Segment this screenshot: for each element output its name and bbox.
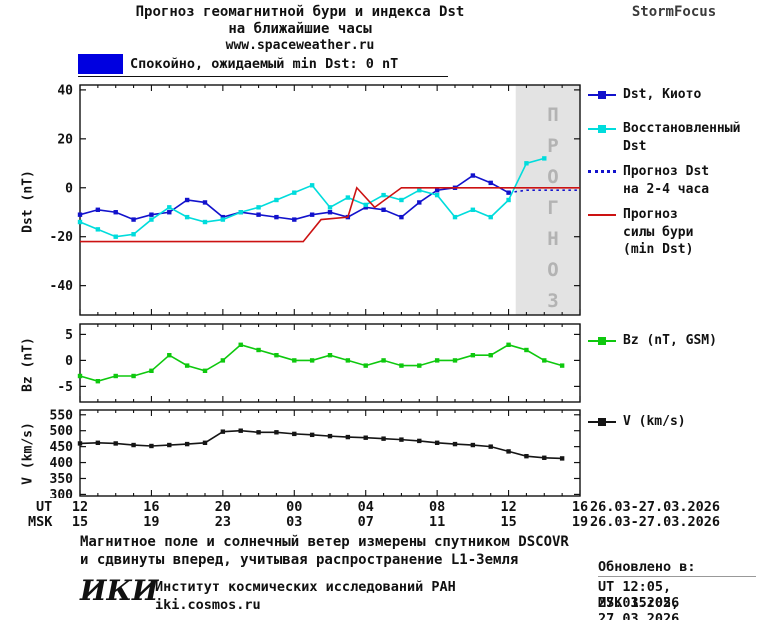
svg-text:300: 300: [50, 488, 74, 498]
legend-v: V (km/s): [588, 413, 760, 431]
legend-restored-dst-label: Восстановленный Dst: [623, 121, 741, 154]
legend-forecast-dst-label: Прогноз Dst на 2-4 часа: [623, 164, 710, 197]
svg-text:0: 0: [65, 181, 73, 196]
svg-text:00: 00: [286, 499, 302, 515]
storm-status-banner: Спокойно, ожидаемый min Dst: 0 nT: [78, 52, 448, 77]
storm-status-label: Спокойно, ожидаемый min Dst: 0 nT: [130, 56, 399, 72]
svg-text:26.03-27.03.2026: 26.03-27.03.2026: [590, 514, 720, 530]
legend-forecast-storm-label: Прогноз силы бури (min Dst): [623, 207, 694, 258]
svg-text:07: 07: [358, 514, 374, 530]
bz-panel-chart: 5 0 -5: [57, 323, 581, 403]
time-axis-labels: UTMSK1215161920230003040708111215161926.…: [28, 499, 720, 530]
svg-text:400: 400: [50, 456, 74, 471]
svg-text:0: 0: [65, 354, 73, 369]
page-title-line1: Прогноз геомагнитной бури и индекса Dst: [135, 4, 465, 20]
data-source-note-line1: Магнитное поле и солнечный ветер измерен…: [80, 534, 569, 550]
svg-text:550: 550: [50, 408, 74, 423]
v-axis-label: V (km/s): [20, 422, 36, 485]
svg-text:23: 23: [215, 514, 231, 530]
svg-text:16: 16: [572, 499, 588, 515]
brand-label: StormFocus: [631, 4, 717, 20]
legend-bz-label: Bz (nT, GSM): [623, 333, 717, 348]
bz-swatch-icon: [588, 335, 616, 347]
svg-text:MSK: MSK: [28, 514, 53, 530]
svg-text:19: 19: [143, 514, 159, 530]
svg-text:11: 11: [429, 514, 445, 530]
dst-axis-label: Dst (nT): [20, 170, 36, 233]
legend-forecast-dst: Прогноз Dst на 2-4 часа: [588, 163, 760, 198]
svg-text:16: 16: [143, 499, 159, 515]
legend-dst-kyoto: Dst, Киото: [588, 86, 760, 104]
svg-text:15: 15: [72, 514, 88, 530]
source-url: www.spaceweather.ru: [225, 38, 375, 53]
quiet-level-swatch: [78, 54, 123, 74]
svg-text:26.03-27.03.2026: 26.03-27.03.2026: [590, 499, 720, 515]
updated-divider: [598, 576, 756, 577]
svg-text:-40: -40: [50, 279, 74, 294]
svg-text:12: 12: [72, 499, 88, 515]
svg-text:20: 20: [57, 132, 73, 147]
svg-text:20: 20: [215, 499, 231, 515]
institute-name: Институт космических исследований РАН: [155, 579, 456, 595]
svg-text:UT: UT: [36, 499, 52, 515]
legend-dst-kyoto-label: Dst, Киото: [623, 87, 702, 102]
updated-msk: MSK 15:05, 27.03.2026: [598, 595, 680, 620]
svg-text:450: 450: [50, 440, 74, 455]
svg-text:03: 03: [286, 514, 302, 530]
svg-text:-5: -5: [57, 380, 73, 395]
page-title-line2: на ближайшие часы: [228, 21, 372, 37]
iki-logo: ИКИ: [80, 574, 159, 607]
svg-text:-20: -20: [50, 230, 74, 245]
legend-bz: Bz (nT, GSM): [588, 332, 760, 350]
data-source-note-line2: и сдвинуты вперед, учитывая распростране…: [80, 552, 519, 568]
restored-dst-swatch-icon: [588, 123, 616, 135]
svg-text:5: 5: [65, 328, 73, 343]
updated-heading: Обновлено в:: [598, 559, 696, 575]
svg-text:40: 40: [57, 83, 73, 98]
v-swatch-icon: [588, 416, 616, 428]
forecast-region-watermark: ПРОГНОЗ: [542, 104, 564, 321]
svg-text:19: 19: [572, 514, 588, 530]
svg-text:04: 04: [358, 499, 374, 515]
forecast-storm-swatch-icon: [588, 209, 616, 221]
legend-v-label: V (km/s): [623, 414, 686, 429]
dst-panel-chart: 40 20 0 -20 -40: [50, 83, 581, 316]
legend-restored-dst: Восстановленный Dst: [588, 120, 760, 155]
institute-site: iki.cosmos.ru: [155, 597, 261, 613]
svg-text:08: 08: [429, 499, 445, 515]
svg-text:500: 500: [50, 424, 74, 439]
svg-text:15: 15: [500, 514, 516, 530]
svg-text:350: 350: [50, 472, 74, 487]
legend-forecast-storm: Прогноз силы бури (min Dst): [588, 206, 760, 259]
updated-ut: UT 12:05, 27.03.2026: [598, 579, 680, 611]
dst-kyoto-swatch-icon: [588, 89, 616, 101]
forecast-dst-swatch-icon: [588, 166, 616, 178]
svg-text:12: 12: [500, 499, 516, 515]
